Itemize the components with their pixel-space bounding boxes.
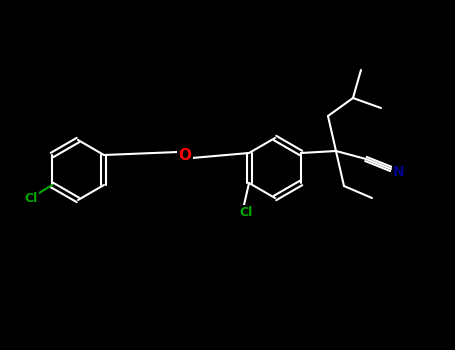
Text: Cl: Cl bbox=[239, 206, 253, 219]
Text: Cl: Cl bbox=[25, 193, 38, 205]
Text: N: N bbox=[393, 165, 405, 179]
Text: O: O bbox=[178, 147, 192, 162]
